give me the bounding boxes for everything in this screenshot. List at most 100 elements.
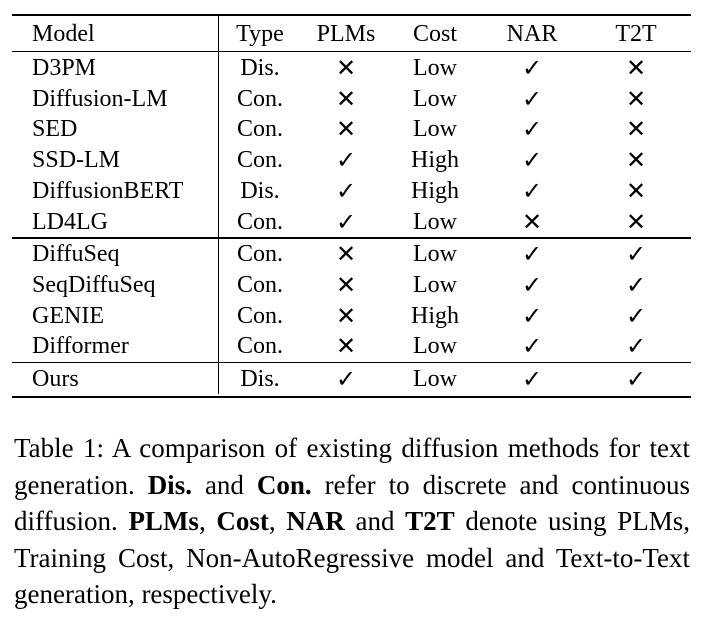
group-rule-2	[12, 361, 691, 364]
header-t2t: T2T	[615, 20, 657, 47]
cell-nar: ✓	[521, 270, 543, 299]
cell-cost: High	[411, 302, 459, 329]
caption-text: Table 1: A comparison of existing diffus…	[14, 433, 690, 500]
cell-model: SED	[12, 113, 219, 145]
header-plms: PLMs	[316, 20, 376, 47]
cell-cost: Low	[413, 365, 457, 392]
cell-cost: Low	[413, 240, 457, 267]
cell-nar: ✓	[521, 146, 543, 175]
table-row: Difformer Con. ✕ Low ✓ ✓	[12, 330, 691, 362]
cell-nar: ✕	[521, 207, 543, 236]
cell-type: Con.	[236, 116, 283, 143]
cell-type: Con.	[236, 333, 283, 360]
caption-bold-dis: Dis.	[147, 469, 192, 500]
cell-cost: Low	[413, 208, 457, 235]
cell-plms: ✓	[335, 364, 357, 393]
cell-model: Ours	[12, 363, 219, 394]
table-row: D3PM Dis. ✕ Low ✓ ✕	[12, 52, 691, 84]
cell-cost: Low	[413, 54, 457, 81]
cell-t2t: ✓	[625, 239, 647, 268]
cell-nar: ✓	[521, 176, 543, 205]
cell-cost: Low	[413, 271, 457, 298]
comparison-table: Model Type PLMs Cost NAR T2T D3PM Dis. ✕ Lo…	[12, 14, 691, 398]
caption-text: ,	[198, 506, 217, 536]
cell-t2t: ✕	[625, 207, 647, 236]
header-type: Type	[236, 20, 284, 47]
table-row: Diffusion-LM Con. ✕ Low ✓ ✕	[12, 83, 691, 114]
cell-plms: ✕	[335, 301, 357, 330]
caption-text: refer to discrete and continuous diffusi…	[14, 469, 691, 537]
table-group-conditional: DiffuSeq Con. ✕ Low ✓ ✓ SeqDiffuSeq Con. ✕ Low ✓ ✓ G…	[12, 238, 691, 362]
cell-plms: ✕	[335, 332, 357, 361]
cell-type: Con.	[236, 302, 283, 329]
cell-t2t: ✕	[625, 84, 647, 113]
cell-plms: ✕	[335, 239, 357, 268]
cell-t2t: ✓	[625, 301, 647, 330]
cell-type: Con.	[236, 85, 283, 112]
cell-t2t: ✓	[625, 332, 647, 361]
cell-model: Diffusion-LM	[12, 83, 219, 114]
cell-type: Con.	[236, 240, 283, 267]
cell-type: Con.	[236, 271, 283, 298]
top-rule	[12, 14, 691, 16]
caption-text: denote using PLMs, Training Cost, Non-Au…	[14, 506, 690, 609]
cell-plms: ✕	[335, 115, 357, 144]
cell-nar: ✓	[521, 115, 543, 144]
cell-t2t: ✓	[625, 364, 647, 393]
caption-bold-plms: PLMs	[128, 506, 199, 536]
group-rule-1	[12, 237, 691, 239]
cell-plms: ✓	[335, 176, 357, 205]
table-group-unconditional: D3PM Dis. ✕ Low ✓ ✕ Diffusion-LM Con. ✕ Low ✓ ✕ SED C…	[12, 52, 691, 238]
header-cost: Cost	[412, 20, 457, 47]
caption-text: and	[344, 506, 406, 536]
caption-bold-cost: Cost	[216, 506, 269, 536]
cell-plms: ✕	[335, 84, 357, 113]
table-caption: Table 1: A comparison of existing diffus…	[14, 430, 690, 613]
cell-plms: ✓	[335, 146, 357, 175]
cell-model: DiffusionBERT	[12, 175, 219, 207]
table-row: GENIE Con. ✕ High ✓ ✓	[12, 300, 691, 331]
cell-t2t: ✕	[625, 176, 647, 205]
cell-type: Dis.	[240, 54, 280, 81]
table-row: Ours Dis. ✓ Low ✓ ✓	[12, 363, 691, 394]
cell-nar: ✓	[521, 364, 543, 393]
bottom-rule	[12, 395, 691, 398]
cell-nar: ✓	[521, 84, 543, 113]
cell-model: GENIE	[12, 300, 219, 331]
caption-text: ,	[268, 506, 287, 536]
cell-nar: ✓	[521, 239, 543, 268]
table-group-ours: Ours Dis. ✓ Low ✓ ✓	[12, 363, 691, 394]
cell-model: DiffuSeq	[12, 238, 219, 270]
table-row: SED Con. ✕ Low ✓ ✕	[12, 113, 691, 145]
table-row: SeqDiffuSeq Con. ✕ Low ✓ ✓	[12, 269, 691, 301]
header-rule	[12, 51, 691, 53]
cell-model: LD4LG	[12, 206, 219, 238]
header-nar: NAR	[506, 20, 558, 47]
cell-type: Con.	[236, 147, 283, 174]
cell-type: Con.	[236, 208, 283, 235]
table-row: DiffuSeq Con. ✕ Low ✓ ✓	[12, 238, 691, 270]
cell-t2t: ✕	[625, 53, 647, 82]
cell-cost: Low	[413, 116, 457, 143]
cell-t2t: ✕	[625, 146, 647, 175]
table-row: DiffusionBERT Dis. ✓ High ✓ ✕	[12, 175, 691, 207]
cell-plms: ✓	[335, 207, 357, 236]
cell-plms: ✕	[335, 270, 357, 299]
cell-cost: High	[411, 177, 459, 204]
cell-model: Difformer	[12, 330, 219, 362]
table-row: SSD-LM Con. ✓ High ✓ ✕	[12, 144, 691, 176]
cell-model: SSD-LM	[12, 144, 219, 176]
header-row: Model Type PLMs Cost NAR T2T	[12, 16, 691, 51]
cell-cost: Low	[413, 333, 457, 360]
cell-model: D3PM	[12, 52, 219, 84]
cell-type: Dis.	[240, 365, 280, 392]
cell-plms: ✕	[335, 53, 357, 82]
cell-model: SeqDiffuSeq	[12, 269, 219, 301]
caption-bold-nar: NAR	[286, 506, 345, 536]
cell-type: Dis.	[240, 177, 280, 204]
table-row: LD4LG Con. ✓ Low ✕ ✕	[12, 206, 691, 238]
caption-text: and	[191, 469, 257, 500]
cell-nar: ✓	[521, 332, 543, 361]
cell-cost: High	[411, 147, 459, 174]
caption-bold-con: Con.	[256, 469, 312, 500]
